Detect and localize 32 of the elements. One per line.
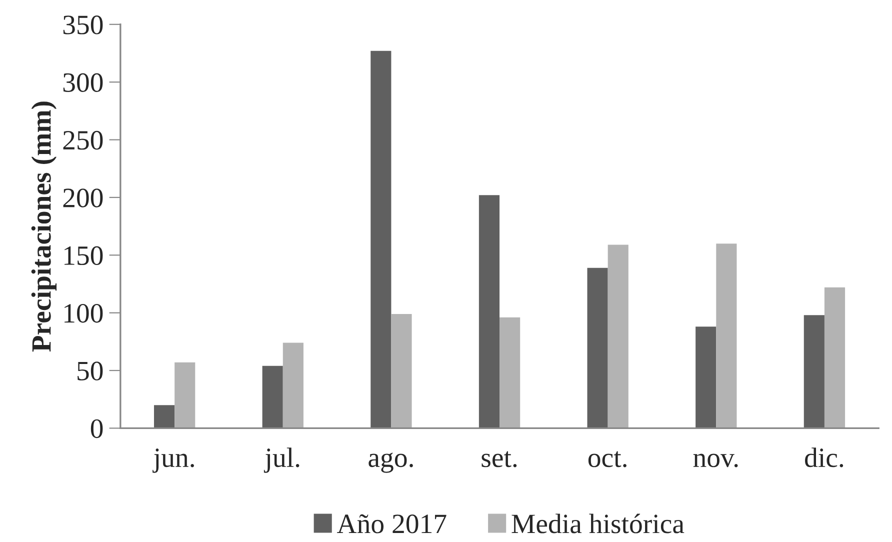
bar [804, 315, 824, 428]
x-tick-label: nov. [693, 454, 738, 468]
bar [587, 268, 608, 428]
y-tick-label: 200 [63, 188, 103, 208]
y-tick-label: 300 [63, 73, 103, 92]
x-tick-label: set. [482, 451, 517, 468]
bar [282, 342, 304, 428]
y-tick-label: 0 [90, 419, 103, 438]
bar [696, 326, 716, 428]
bar [716, 244, 737, 428]
x-tick-label: jul. [264, 448, 300, 473]
legend-label: Año 2017 [337, 514, 446, 534]
legend-label: Media histórica [512, 514, 684, 534]
x-tick-label: oct. [588, 451, 626, 468]
bar [154, 405, 175, 428]
bar [370, 50, 392, 428]
bar [262, 366, 283, 428]
y-axis-title: Precipitaciones (mm) [31, 102, 57, 352]
y-tick-label: 50 [78, 362, 103, 380]
x-tick-label: jun. [152, 448, 194, 473]
y-tick-label: 250 [63, 130, 103, 150]
y-tick-label: 100 [64, 304, 103, 323]
bar [174, 362, 196, 428]
bar [500, 317, 520, 428]
bar [824, 287, 846, 428]
x-tick-label: ago. [368, 452, 413, 473]
bar [608, 244, 628, 428]
bar [478, 195, 500, 428]
y-tick-label: 150 [64, 246, 103, 266]
bar [391, 314, 412, 428]
y-tick-label: 350 [63, 16, 103, 34]
x-tick-label: dic. [805, 448, 844, 468]
